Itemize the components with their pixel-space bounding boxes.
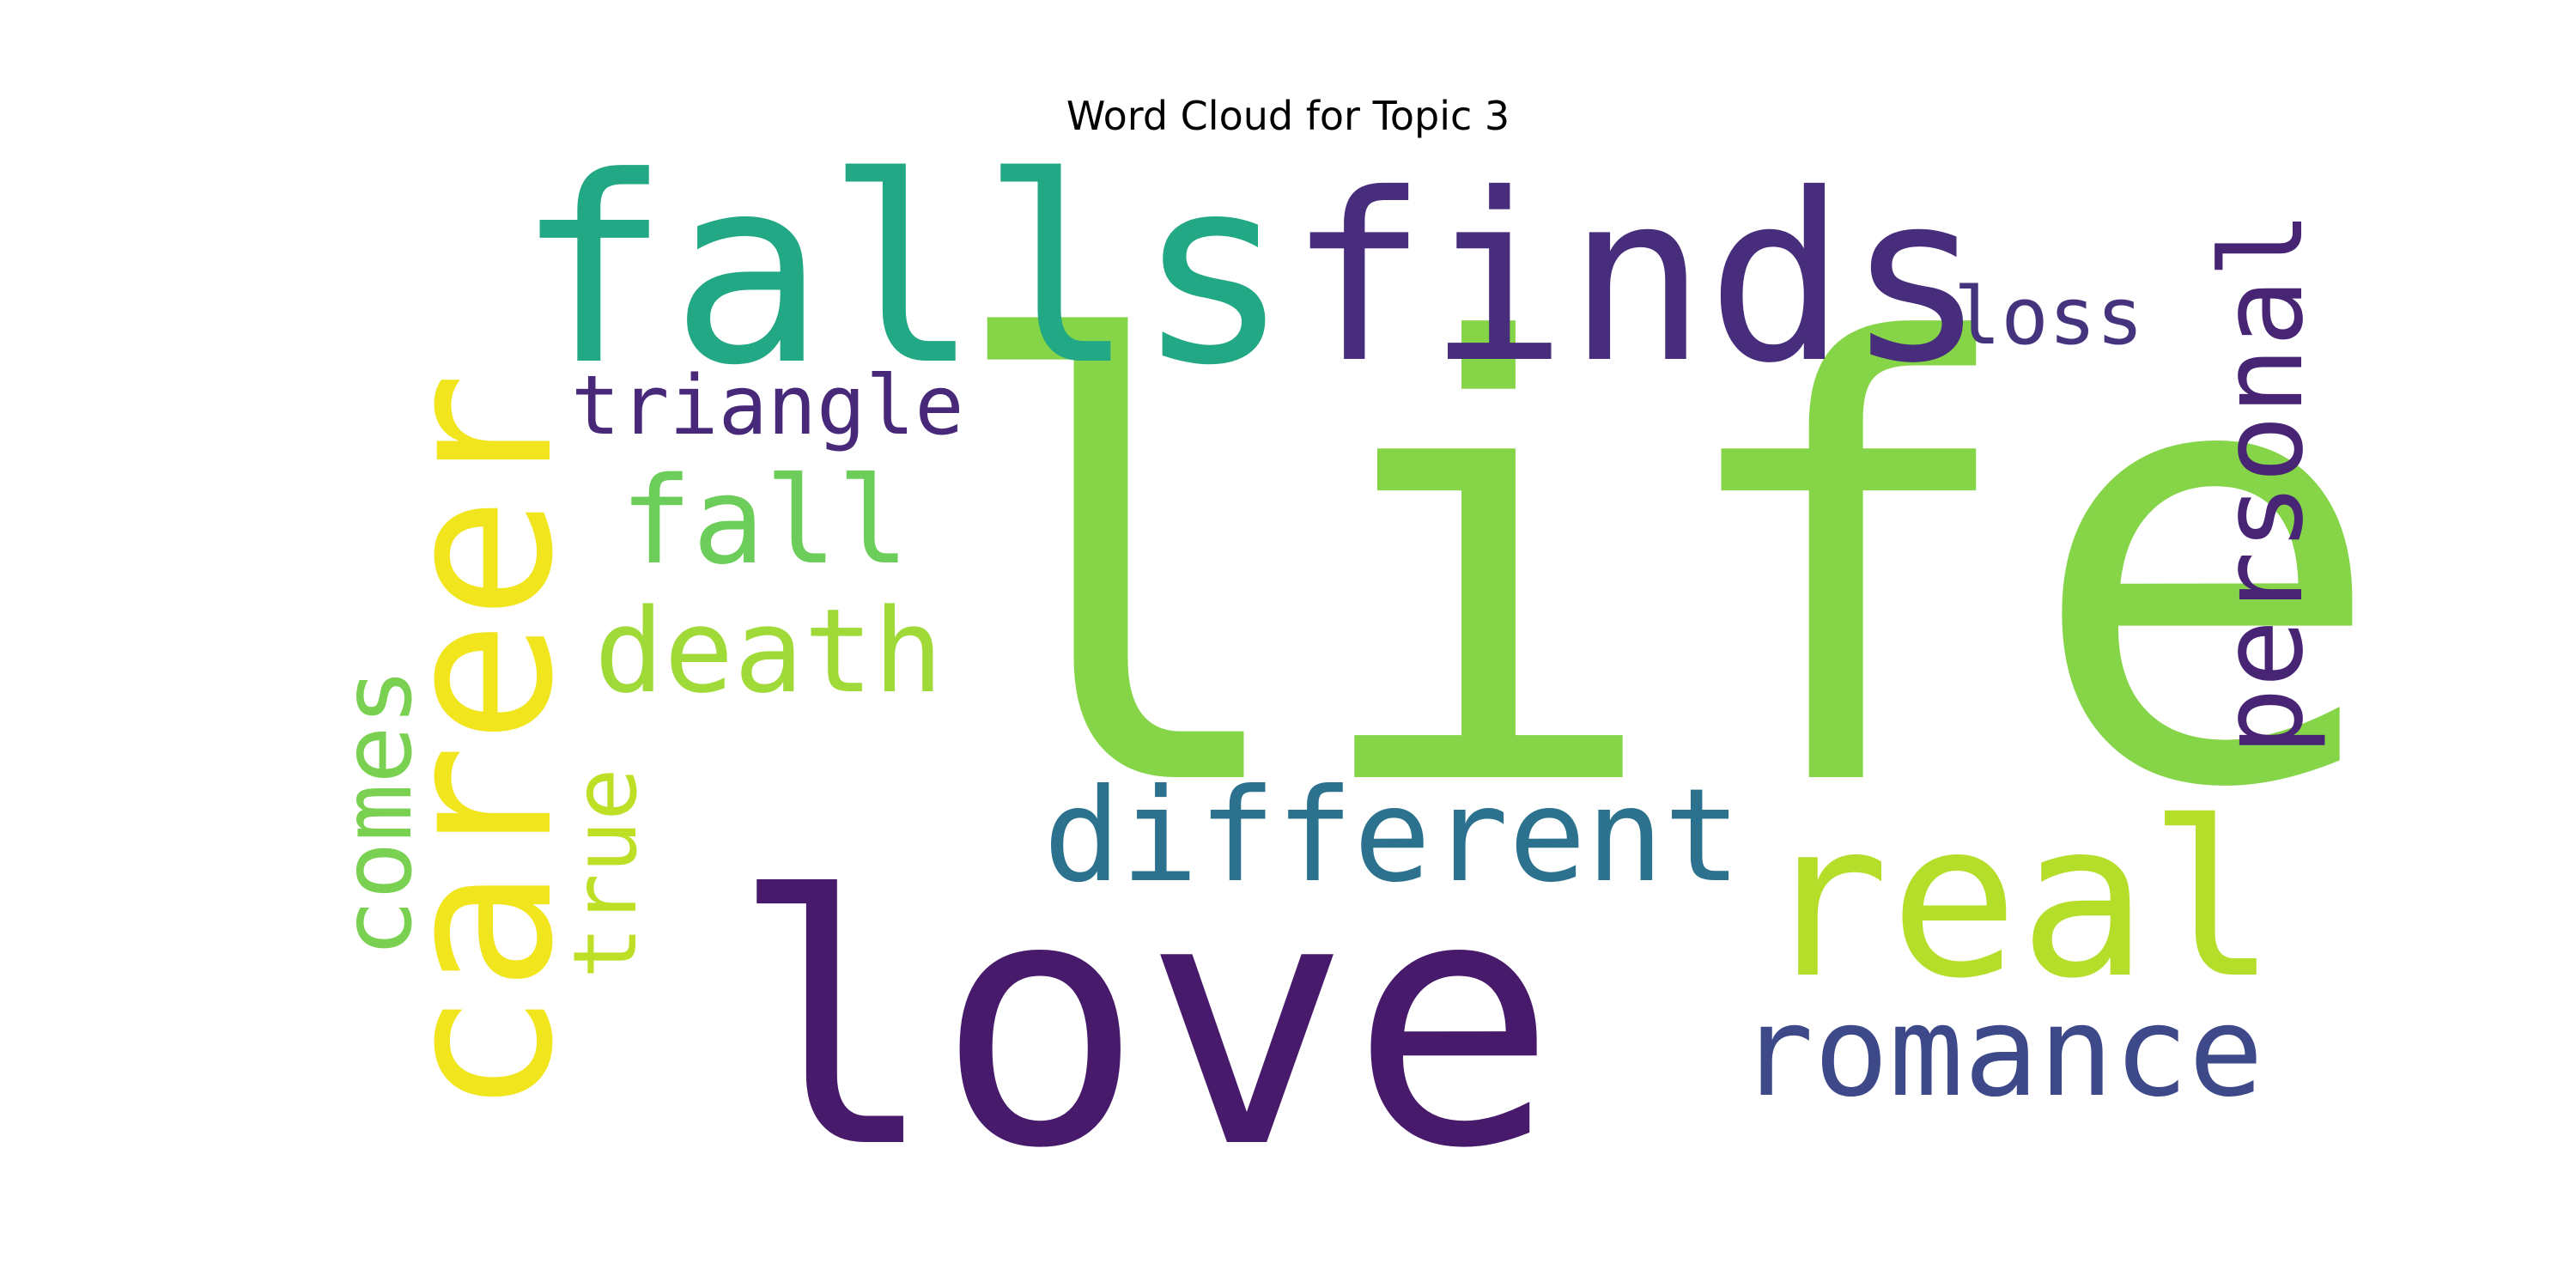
word-personal: personal <box>2197 210 2329 756</box>
word-falls: falls <box>515 122 1291 422</box>
word-romance: romance <box>1739 980 2263 1125</box>
word-life: life <box>940 220 2388 920</box>
word-death: death <box>594 584 943 719</box>
word-finds: finds <box>1288 143 1986 414</box>
word-triangle: triangle <box>571 359 964 453</box>
word-true: true <box>555 768 657 979</box>
word-fall: fall <box>620 452 909 592</box>
word-comes: comes <box>322 668 434 957</box>
word-different: different <box>1043 762 1741 911</box>
word-love: love <box>730 824 1557 1224</box>
word-real: real <box>1760 775 2277 1025</box>
word-career: career <box>358 372 598 1116</box>
word-loss: loss <box>1953 270 2144 362</box>
page-title: Word Cloud for Topic 3 <box>1066 93 1510 139</box>
